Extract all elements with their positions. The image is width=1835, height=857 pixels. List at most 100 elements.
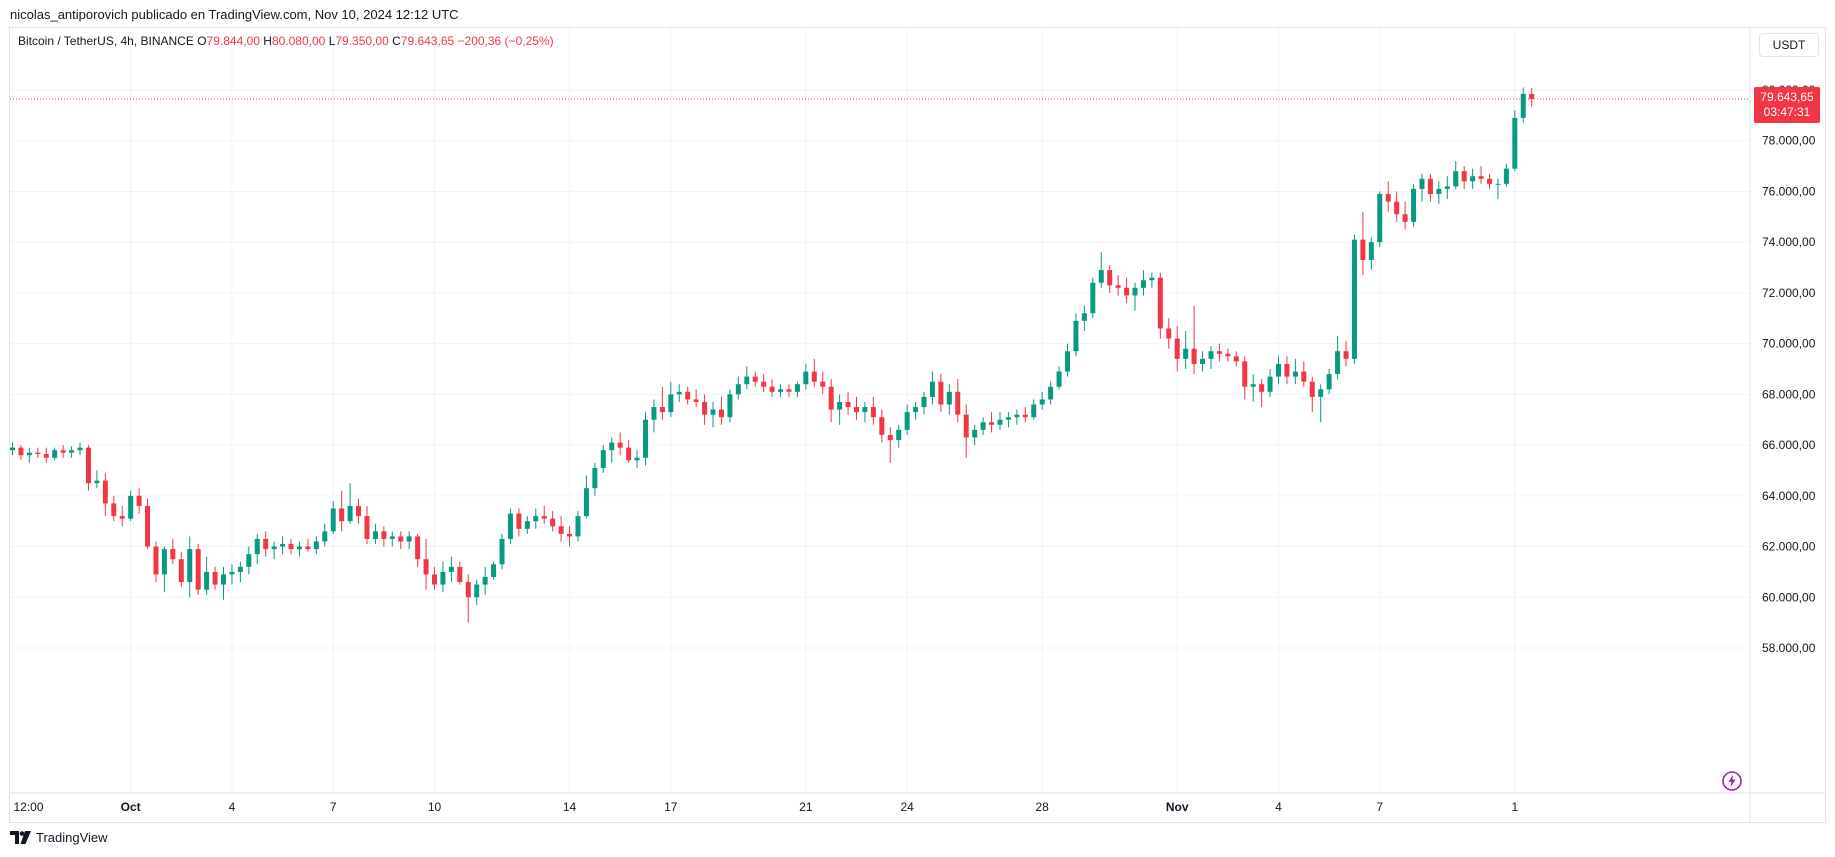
candle-body (482, 576, 488, 585)
candle-body (1411, 188, 1417, 222)
candle-body (212, 571, 218, 585)
candle-body (533, 516, 539, 522)
candle-body (1098, 270, 1104, 283)
y-tick-label: 70.000,00 (1762, 337, 1816, 351)
legend-open-label: O (197, 34, 207, 48)
candle-body (1284, 363, 1290, 377)
candle-body (1132, 287, 1138, 296)
last-price-tag: 79.643,65 03:47:31 (1754, 87, 1820, 124)
candle-body (1022, 414, 1028, 418)
candle-body (246, 554, 252, 567)
candle-body (305, 546, 311, 550)
candle-body (676, 391, 682, 395)
candle-body (921, 396, 927, 408)
chart-frame (9, 27, 1826, 823)
candle-body (364, 516, 370, 539)
candle-body (1470, 176, 1476, 182)
candle-body (820, 381, 826, 387)
candle-body (119, 516, 125, 519)
x-tick-label: Oct (121, 800, 141, 814)
tradingview-logo-icon (10, 830, 31, 844)
candle-body (1200, 358, 1206, 364)
x-tick-label: 24 (900, 800, 914, 814)
candle-body (659, 407, 665, 413)
candle-body (52, 450, 58, 458)
candle-body (710, 409, 716, 415)
x-tick-label: 14 (563, 800, 577, 814)
price-tag-price: 79.643,65 (1760, 90, 1814, 104)
lightning-icon[interactable] (1721, 770, 1743, 792)
candle-body (507, 513, 513, 539)
candle-body (845, 401, 851, 408)
candle-body (1166, 328, 1172, 339)
candle-body (187, 549, 193, 583)
candle-body (280, 544, 286, 547)
candle-body (356, 505, 362, 517)
candle-body (1318, 389, 1324, 397)
candle-body (263, 538, 269, 550)
candle-body (727, 394, 733, 418)
candle-body (980, 422, 986, 430)
candle-body (178, 559, 184, 583)
candle-body (1191, 348, 1197, 364)
candle-body (567, 533, 573, 537)
candle-body (854, 407, 859, 413)
candle-body (1065, 351, 1070, 372)
x-tick-label: 21 (799, 800, 813, 814)
candle-body (651, 407, 657, 420)
x-tick-label: 4 (229, 800, 236, 814)
candle-body (989, 422, 995, 425)
candle-body (1503, 168, 1509, 184)
x-tick-label: 4 (1275, 800, 1282, 814)
candle-body (229, 571, 235, 575)
candle-body (372, 531, 378, 539)
candle-body (761, 381, 767, 387)
candle-body (1073, 320, 1079, 352)
candle-body (524, 521, 530, 529)
candle-body (837, 401, 843, 410)
candle-body (204, 571, 210, 590)
candle-body (1208, 351, 1214, 359)
candle-body (1090, 282, 1096, 314)
candle-body (1520, 93, 1526, 118)
candle-body (828, 386, 834, 410)
candle-body (1233, 356, 1239, 362)
candle-body (1048, 386, 1054, 400)
candle-body (1512, 117, 1518, 169)
legend-high-label: H (263, 34, 272, 48)
candle-body (1427, 178, 1433, 194)
y-tick-label: 64.000,00 (1762, 489, 1816, 503)
candle-body (195, 549, 201, 590)
candle-body (583, 488, 589, 517)
candle-body (347, 505, 353, 522)
candle-body (1326, 374, 1332, 390)
candle-body (440, 571, 446, 585)
candle-body (1031, 404, 1037, 418)
candle-body (296, 546, 302, 550)
candle-body (862, 407, 868, 413)
candle-body (448, 566, 454, 572)
currency-selector[interactable]: USDT (1759, 33, 1819, 57)
candle-body (592, 467, 598, 489)
candle-body (811, 371, 817, 382)
candle-body (465, 582, 471, 598)
candle-body (575, 516, 581, 537)
candle-body (887, 434, 893, 441)
candle-body (1292, 371, 1298, 377)
candle-body (1124, 287, 1130, 296)
candle-body (1461, 171, 1467, 182)
candle-body (491, 564, 497, 577)
candle-body (170, 549, 176, 560)
candle-body (69, 450, 75, 453)
legend-close-label: C (392, 34, 401, 48)
candle-body (786, 389, 792, 392)
candle-body (1056, 371, 1062, 387)
x-tick-label: 1 (1511, 800, 1518, 814)
candle-body (668, 394, 674, 413)
candle-body (744, 376, 750, 385)
candle-body (221, 574, 226, 585)
candle-body (558, 526, 564, 534)
y-tick-label: 72.000,00 (1762, 286, 1816, 300)
candle-body (1360, 239, 1366, 260)
